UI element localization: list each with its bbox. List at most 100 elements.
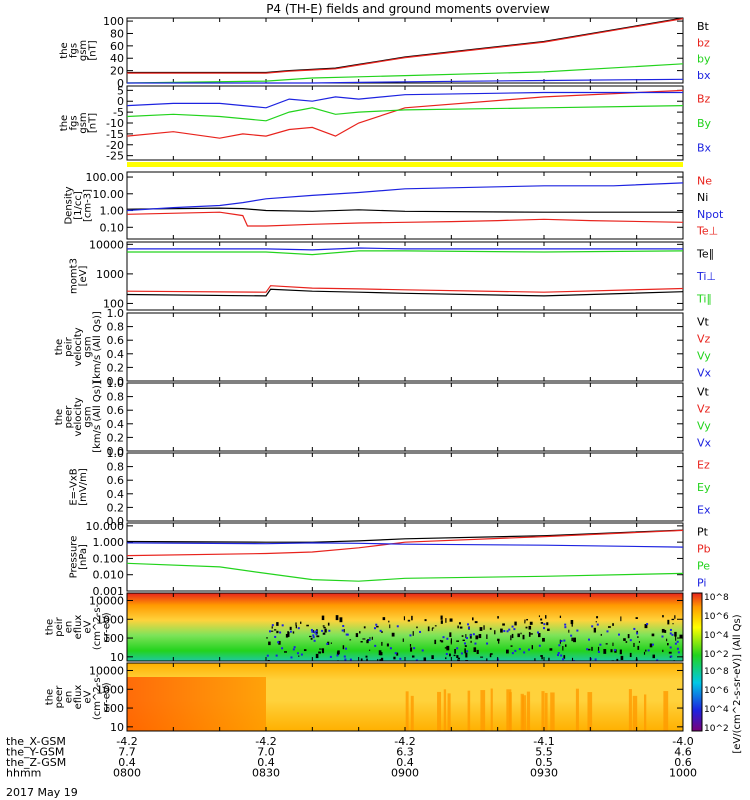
spectrogram-pixel [343,628,345,633]
legend-entry: bz [697,36,710,49]
panel-frame [126,85,684,161]
spectrogram-pixel [676,640,679,643]
y-axis-label-line: [cm-3] [83,189,94,222]
spectrogram-pixel [538,633,541,638]
spectrogram-pixel [342,624,345,627]
x-axis-value: 0.4 [118,756,136,769]
y-axis-label-line: eV [83,620,94,633]
x-axis-value: 0.5 [535,756,553,769]
spectrogram-pixel [315,633,318,636]
spectrogram-pixel [666,638,668,642]
spectrogram-pixel [503,630,506,633]
y-tick-label: 10 [110,651,124,664]
series-group [126,247,684,297]
y-axis-label-line: [nT] [87,113,98,133]
spectrogram-pixel [328,629,331,632]
spectrogram-pixel [674,642,677,645]
y-axis-label: momt3[eV] [68,258,89,294]
spectrogram-pixel [459,626,463,629]
spectrogram-pixel [271,624,274,627]
spectrogram-pixel [627,634,630,639]
legend-entry: Vx [697,367,712,380]
spectrogram-pixel [449,618,453,622]
panel-peer_en_eflux: 10100100010000thepeerenefluxeV(cm^2-s-sr… [45,662,684,734]
legend-entry: Ti∥ [696,293,712,306]
spectrogram-pixel [297,627,300,630]
colorbar-tick: 10^8 [704,667,729,677]
spectrogram-pixel [413,647,416,650]
electron-burst [467,690,471,731]
spectrogram-pixel [396,625,399,628]
spectrogram-pixel [549,648,553,651]
x-axis-value: 0830 [252,767,280,780]
spectrogram-pixel [511,633,514,639]
colorbar-tick: 10^6 [704,686,729,696]
spectrogram-pixel [366,640,369,644]
spectrogram-pixel [442,636,445,639]
spectrogram-pixel [457,625,459,629]
legend: Bt bz by bx [697,20,711,82]
panels: 020406080100thefgsgsm[nT]Btbzbybx-25-20-… [45,15,724,734]
spectrogram-pixel [651,633,655,637]
figure-title: P4 (TH-E) fields and ground moments over… [266,2,550,16]
spectrogram-pixel [540,622,544,624]
spectrogram-pixel [508,628,511,631]
x-axis-value: 5.5 [535,746,553,759]
spectrogram-pixel [434,625,437,627]
spectrogram-pixel [562,645,564,651]
x-axis-value: -4.2 [394,735,415,748]
legend-entry: Te∥ [696,247,714,260]
spectrogram-pixel [522,634,525,640]
spectrogram-pixel [355,633,359,638]
y-tick-label: 40 [110,52,124,65]
spectrogram-pixel [612,642,614,647]
spectrogram-pixel [315,653,319,659]
spectrogram-pixel [367,639,370,641]
spectrogram-pixel [671,633,674,636]
panel-frame [126,382,684,452]
spectrogram-pixel [573,637,576,643]
spectrogram-pixel [464,645,467,647]
series-line [127,247,683,251]
y-tick-label: 0.0 [107,515,125,528]
legend-entry: Vz [697,403,711,416]
legend-entry: Npot [697,208,724,221]
spectrogram-pixel [360,658,363,661]
spectrogram-pixel [362,638,366,640]
legend-entry: Vz [697,333,711,346]
spectrogram-pixel [523,651,526,654]
x-axis-row-label: hhmm [6,767,41,780]
spectrogram-pixel [424,619,427,622]
spectrogram-pixel [489,627,492,630]
spectrogram-pixel [464,648,466,654]
spectrogram-pixel [339,617,343,623]
y-tick-label: 0.10 [100,221,125,234]
y-axis-label-line: eV [83,690,94,703]
spectrogram-pixel [568,629,570,633]
y-axis-label-line: en [64,691,75,704]
spectrogram-pixel [421,649,424,652]
electron-burst [526,691,531,731]
series-line [126,207,683,213]
y-tick-label: 10.00 [93,188,125,201]
y-tick-label: -25 [106,150,124,163]
spectrogram-pixel [396,652,399,656]
spectrogram-pixel [531,645,534,650]
spectrogram-pixel [510,645,513,647]
spectrogram-pixel [486,642,489,645]
spectrogram-pixel [614,649,617,652]
spectrogram-pixel [329,655,332,658]
spectrogram-pixel [289,626,292,630]
electron-burst [544,692,548,731]
y-axis-label-line: en [64,621,75,634]
spectrogram-pixel [494,630,496,635]
spectrogram-pixel [661,628,665,633]
spectrogram-pixel [497,638,500,642]
spectrogram-pixel [671,618,675,621]
y-tick-label: -10 [106,117,124,130]
spectrogram-pixel [502,623,505,626]
legend-entry: Bt [697,20,710,33]
x-axis-value: 0.4 [396,756,414,769]
